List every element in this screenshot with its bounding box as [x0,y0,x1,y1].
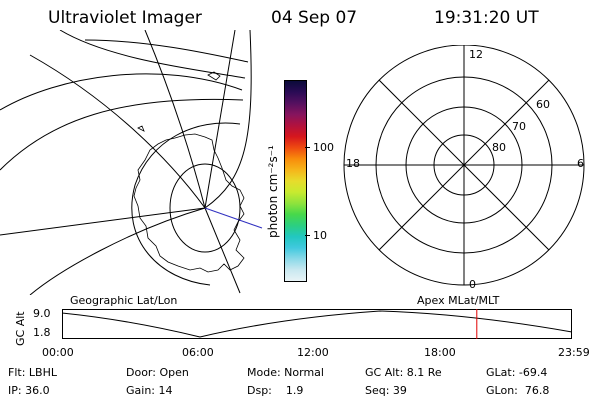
timeline-xtick-label: 23:59 [558,346,590,359]
timeline-frame [62,309,572,339]
coastline-island [207,71,221,81]
meridian-line [204,207,263,229]
instrument-title: Ultraviolet Imager [48,8,202,28]
geographic-caption: Geographic Lat/Lon [70,294,178,307]
polar-plot [343,45,585,286]
latitude-circle [0,98,244,171]
filter-info: Flt: LBHL [8,366,57,379]
mlt-line-diagonal [378,79,550,251]
mlt-label-18: 18 [346,157,360,170]
coastline [133,133,245,273]
colorbar-tick [305,147,310,148]
colorbar-tick [305,235,310,236]
meridian-line [204,207,241,294]
meridian-line [29,54,206,209]
colorbar-tick-label: 100 [313,141,334,154]
ip-info: IP: 36.0 [8,384,50,397]
geographic-map [0,30,263,295]
timeline-ytick-label: 1.8 [33,326,51,339]
seq-info: Seq: 39 [365,384,407,397]
latitude-circle [0,73,243,111]
mlt-label-12: 12 [469,48,483,61]
latitude-circle [131,122,241,286]
latitude-circle [84,39,249,63]
dsp-info: Dsp: 1.9 [247,384,304,397]
timeline-panel [62,309,573,339]
colorbar-tick-label: 10 [313,229,327,242]
mode-info: Mode: Normal [247,366,324,379]
glat-info: GLat: -69.4 [486,366,548,379]
meridian-line [0,207,206,236]
gc-alt-curve [62,310,573,338]
timeline-xtick-label: 12:00 [297,346,329,359]
time-label: 19:31:20 UT [434,8,539,28]
mlt-label-6: 6 [577,157,584,170]
meridian-line [144,30,206,209]
date-label: 04 Sep 07 [271,8,358,28]
gc-alt-info: GC Alt: 8.1 Re [365,366,442,379]
timeline-xtick-label: 00:00 [42,346,74,359]
meridian-line [204,30,236,209]
coastline-island [137,125,145,132]
timeline-axis-label: GC Alt [14,311,27,346]
colorbar-units-label: photon cm⁻²s⁻¹ [266,145,280,238]
glon-info: GLon: 76.8 [486,384,550,397]
mlt-label-0: 0 [469,278,476,291]
meridian-line [204,30,252,209]
latitude-circle [169,163,241,253]
apex-caption: Apex MLat/MLT [417,294,500,307]
timeline-xtick-label: 18:00 [424,346,456,359]
timeline-xtick-label: 06:00 [182,346,214,359]
colorbar [284,80,307,282]
mlat-label-80: 80 [492,141,506,154]
mlat-label-60: 60 [536,98,550,111]
latitude-circle [59,30,246,79]
gain-info: Gain: 14 [126,384,173,397]
meridian-line [29,207,206,295]
mlat-label-70: 70 [512,120,526,133]
timeline-ytick-label: 9.0 [33,307,51,320]
door-info: Door: Open [126,366,189,379]
